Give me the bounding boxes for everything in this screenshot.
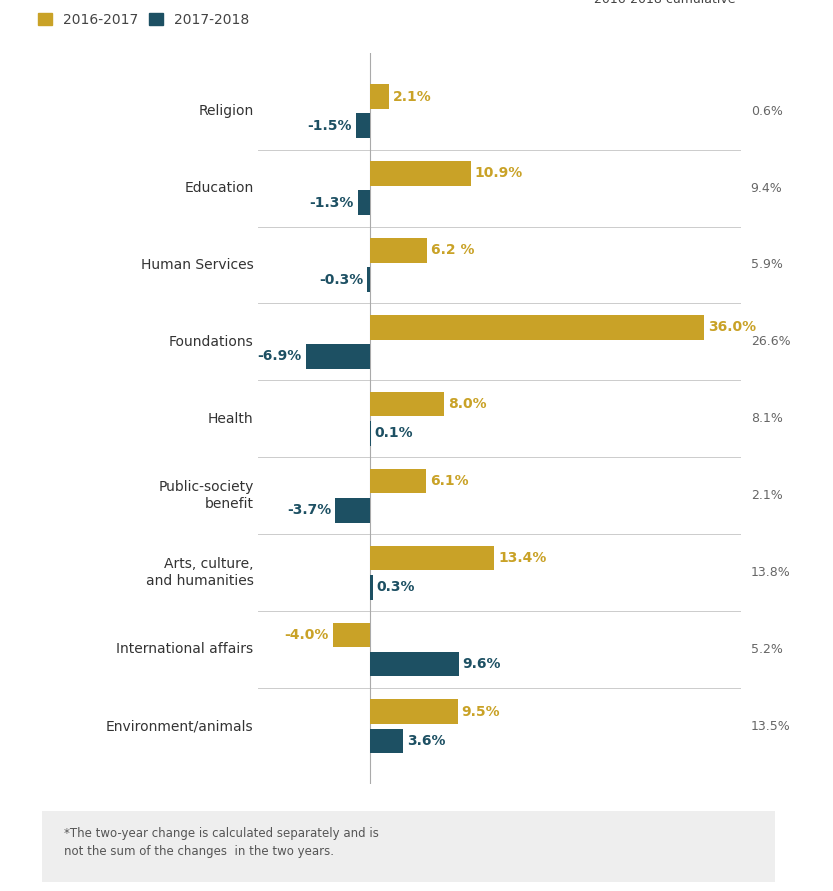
Text: -1.3%: -1.3% bbox=[310, 196, 354, 209]
Text: 5.9%: 5.9% bbox=[751, 258, 782, 272]
Text: Percentage change from previous year: Percentage change from previous year bbox=[378, 817, 621, 830]
Text: Health: Health bbox=[208, 412, 253, 426]
Bar bbox=[370, 575, 372, 600]
Bar bbox=[370, 469, 426, 494]
Text: 6.1%: 6.1% bbox=[430, 474, 469, 488]
Text: Environment/animals: Environment/animals bbox=[106, 719, 253, 733]
Bar bbox=[370, 652, 459, 676]
Text: 8.1%: 8.1% bbox=[751, 413, 782, 425]
Text: 8.0%: 8.0% bbox=[448, 397, 486, 411]
Text: 0.6%: 0.6% bbox=[751, 104, 782, 118]
Text: 13.4%: 13.4% bbox=[498, 551, 546, 565]
Bar bbox=[370, 238, 427, 263]
Text: 36.0%: 36.0% bbox=[708, 320, 756, 334]
Text: 2.1%: 2.1% bbox=[393, 89, 431, 103]
Bar bbox=[370, 421, 371, 446]
Text: Education: Education bbox=[184, 181, 253, 195]
Text: 9.6%: 9.6% bbox=[462, 657, 501, 671]
Text: 13.8%: 13.8% bbox=[751, 566, 791, 579]
Text: 9.4%: 9.4% bbox=[751, 182, 782, 194]
Text: -4.0%: -4.0% bbox=[284, 628, 329, 642]
Text: Arts, culture,
and humanities: Arts, culture, and humanities bbox=[146, 557, 253, 588]
Text: *The two-year change is calculated separately and is
not the sum of the changes : *The two-year change is calculated separ… bbox=[63, 828, 378, 858]
Text: -6.9%: -6.9% bbox=[257, 349, 302, 364]
Text: Human Services: Human Services bbox=[141, 258, 253, 272]
Legend: 2016-2017, 2017-2018: 2016-2017, 2017-2018 bbox=[38, 12, 250, 27]
Bar bbox=[357, 191, 370, 215]
Text: 26.6%: 26.6% bbox=[751, 335, 791, 348]
Text: 2.1%: 2.1% bbox=[751, 489, 782, 503]
Text: 2016-2018 cumulative*: 2016-2018 cumulative* bbox=[594, 0, 741, 6]
Bar bbox=[306, 344, 370, 369]
Bar bbox=[370, 392, 444, 416]
Bar bbox=[370, 85, 389, 109]
Text: 0.3%: 0.3% bbox=[377, 580, 415, 594]
Text: 10.9%: 10.9% bbox=[475, 167, 523, 181]
Text: -3.7%: -3.7% bbox=[287, 503, 332, 518]
Text: 0.1%: 0.1% bbox=[374, 427, 413, 440]
Text: 5.2%: 5.2% bbox=[751, 643, 782, 656]
Text: Public-society
benefit: Public-society benefit bbox=[158, 480, 253, 511]
Bar bbox=[370, 315, 704, 339]
Bar bbox=[332, 623, 370, 647]
Bar bbox=[370, 699, 458, 724]
Bar bbox=[336, 498, 370, 523]
Bar bbox=[370, 729, 403, 753]
Text: 9.5%: 9.5% bbox=[461, 705, 501, 719]
Text: -1.5%: -1.5% bbox=[307, 119, 352, 133]
Bar bbox=[356, 113, 370, 138]
Bar bbox=[370, 161, 471, 185]
Text: International affairs: International affairs bbox=[117, 642, 253, 657]
Bar bbox=[367, 267, 370, 292]
Text: 3.6%: 3.6% bbox=[407, 734, 446, 748]
Text: Religion: Religion bbox=[198, 104, 253, 119]
Text: -0.3%: -0.3% bbox=[319, 273, 363, 287]
Text: 6.2 %: 6.2 % bbox=[431, 243, 475, 257]
Bar bbox=[370, 545, 494, 570]
Text: Foundations: Foundations bbox=[169, 335, 253, 349]
Text: 13.5%: 13.5% bbox=[751, 720, 791, 733]
